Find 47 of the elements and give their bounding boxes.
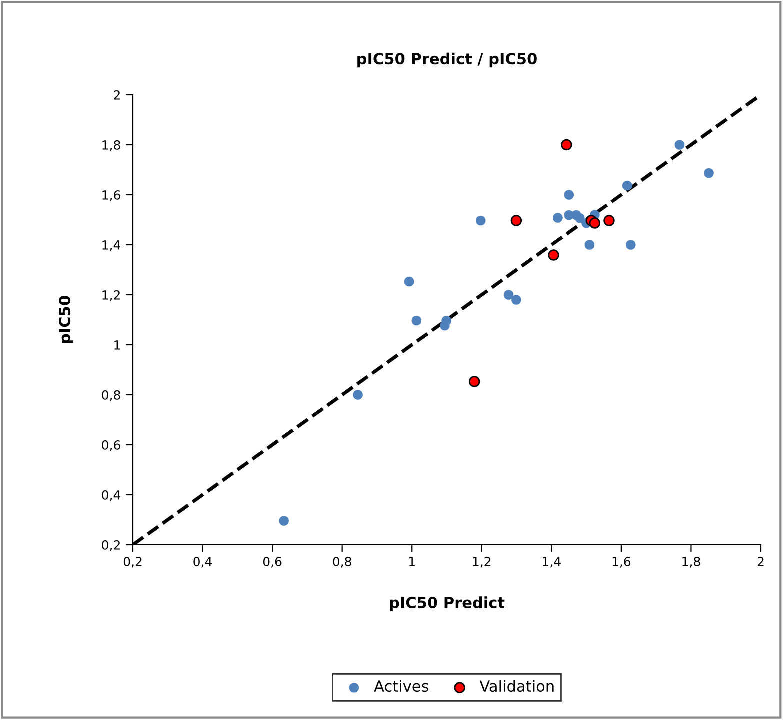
x-tick-label: 1,8 — [682, 557, 700, 568]
y-axis-title: pIC50 — [59, 296, 74, 344]
y-tick-label: 1,2 — [102, 290, 120, 302]
point — [353, 390, 363, 400]
y-tick-label: 1 — [114, 340, 120, 350]
y-tick-label: 1,4 — [102, 240, 120, 252]
point — [510, 215, 522, 226]
y-tick-label: 0,6 — [102, 440, 120, 452]
point — [584, 240, 595, 250]
point — [468, 376, 480, 388]
point — [476, 216, 486, 226]
x-tick-label: 0,4 — [194, 557, 212, 568]
y-tick-label: 1,6 — [102, 190, 120, 202]
point — [589, 218, 601, 229]
point — [412, 316, 422, 326]
y-tick-label: 0,2 — [102, 540, 120, 552]
point — [279, 516, 289, 526]
y-tick-label: 1,8 — [102, 140, 120, 152]
point — [504, 290, 514, 300]
point — [622, 180, 632, 191]
x-tick-label: 1 — [410, 557, 415, 566]
x-tick-label: 0,8 — [333, 557, 352, 568]
y-tick-label: 2 — [114, 90, 120, 100]
x-tick-label: 1,4 — [543, 557, 561, 568]
point — [704, 168, 714, 178]
point — [553, 213, 563, 223]
point — [564, 190, 574, 200]
point — [512, 295, 522, 305]
x-tick-label: 2 — [758, 557, 764, 566]
y-tick-label: 0,4 — [102, 490, 120, 502]
point — [674, 140, 685, 150]
chart-title: pIC50 Predict / pIC50 — [358, 52, 537, 68]
point — [440, 320, 450, 331]
point — [561, 139, 572, 151]
legend-label: Validation — [480, 680, 554, 692]
y-tick-label: 0,8 — [102, 390, 120, 402]
x-tick-label: 0,6 — [263, 557, 282, 568]
x-tick-label: 1,2 — [473, 557, 491, 568]
point — [604, 215, 615, 226]
legend-label: Actives — [374, 680, 429, 692]
x-tick-label: 1,6 — [612, 557, 631, 568]
point — [548, 250, 560, 261]
point — [575, 213, 585, 224]
point — [626, 240, 636, 250]
x-axis-title: pIC50 Predict — [390, 596, 505, 612]
point — [404, 276, 414, 287]
x-tick-label: 0,2 — [124, 557, 142, 568]
